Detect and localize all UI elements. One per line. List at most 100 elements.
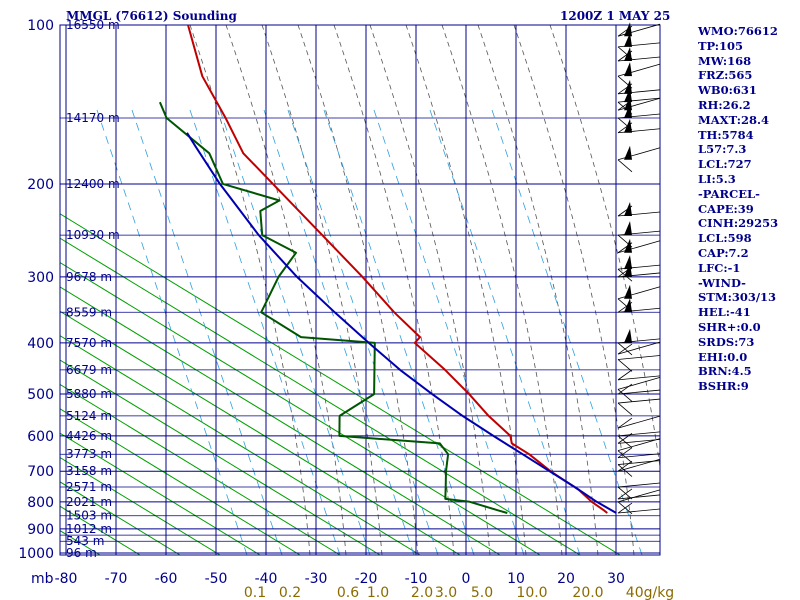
- stat-item: LI:5.3: [698, 171, 736, 186]
- moist-adiabat-line: [225, 25, 347, 555]
- dry-adiabat-line: [60, 213, 621, 555]
- stat-item: CAPE:39: [698, 201, 754, 216]
- stat-item: SHR+:0.0: [698, 319, 761, 334]
- wind-barb: [617, 284, 661, 312]
- stat-item: CAP:7.2: [698, 245, 749, 260]
- profile-lines: [158, 24, 617, 514]
- mixing-ratio-labels: 0.1 0.2 0.6 1.0 2.0 3.0 5.0 10.0 20.0 40g/kg: [244, 585, 674, 600]
- temperature-tick-label: -30: [305, 571, 328, 587]
- temperature-tick-label: -50: [205, 571, 228, 587]
- temperature-tick-label: 0: [462, 571, 471, 587]
- height-labels: 16550 m 14170 m 12400 m 10930 m 9678 m 8559 m…: [66, 18, 120, 560]
- stat-item: RH:26.2: [698, 97, 751, 112]
- wind-barb: [617, 458, 661, 472]
- height-label: 6679 m: [66, 363, 112, 377]
- moist-adiabat-line: [297, 25, 419, 555]
- wind-barb: [617, 328, 661, 356]
- stat-item: BSHR:9: [698, 379, 749, 394]
- stat-item: -WIND-: [698, 275, 746, 290]
- height-label: 7570 m: [66, 336, 112, 350]
- stat-item: MAXT:28.4: [698, 112, 769, 127]
- wind-barb: [617, 438, 661, 463]
- height-label: 12400 m: [66, 177, 120, 191]
- moist-adiabat-line: [513, 25, 635, 555]
- pressure-tick-label: 600: [27, 429, 54, 445]
- mixing-ratio-label: 3.0: [435, 585, 457, 600]
- stat-item: SRDS:73: [698, 334, 755, 349]
- wind-barb: [617, 22, 661, 37]
- wind-barb: [617, 298, 661, 313]
- pressure-tick-label: 900: [27, 522, 54, 538]
- wind-barb: [617, 369, 661, 381]
- temperature-tick-label: -70: [105, 571, 128, 587]
- stat-item: TH:5784: [698, 127, 754, 142]
- wind-barb: [617, 460, 661, 477]
- mixing-ratio-line: [373, 109, 525, 555]
- temperature-tick-label: -60: [155, 571, 178, 587]
- height-label: 9678 m: [66, 270, 112, 284]
- stats-panel: WMO:76612 TP:105 MW:168 FRZ:565 WB0:631 RH:26…: [698, 24, 778, 394]
- height-label: 16550 m: [66, 18, 120, 32]
- height-label: 1012 m: [66, 522, 112, 536]
- pressure-tick-label: 700: [27, 464, 54, 480]
- dry-adiabat-line: [60, 237, 581, 555]
- stat-item: STM:303/13: [698, 290, 777, 305]
- wind-barb: [617, 201, 661, 217]
- date-time: 1200Z 1 MAY 25: [560, 9, 670, 23]
- x-axis-unit: mb: [31, 571, 54, 587]
- chart-grid: [59, 24, 661, 556]
- pressure-tick-label: 1000: [18, 546, 54, 562]
- stat-item: TP:105: [698, 38, 744, 53]
- height-label: 3773 m: [66, 447, 112, 461]
- wind-barb: [617, 415, 661, 429]
- height-label: 10930 m: [66, 228, 120, 242]
- stat-item: CINH:29253: [698, 216, 779, 231]
- mixing-ratio-label: 0.2: [279, 585, 301, 600]
- wind-barb: [617, 398, 661, 416]
- height-label: 8559 m: [66, 305, 112, 319]
- pressure-tick-labels: 100 200 300 400 500 600 700 800 900 1000: [18, 18, 54, 562]
- temperature-tick-label: -80: [55, 571, 78, 587]
- stat-item: LCL:598: [698, 231, 752, 246]
- moist-adiabat-line: [405, 25, 527, 555]
- wind-barb: [617, 47, 661, 62]
- mixing-ratio-label: 1.0: [367, 585, 389, 600]
- moist-adiabat-line: [261, 25, 383, 555]
- stat-item: LFC:-1: [698, 260, 741, 275]
- pressure-tick-label: 800: [27, 495, 54, 511]
- stat-item: -PARCEL-: [698, 186, 760, 201]
- mixing-ratio-label: 0.1: [244, 585, 266, 600]
- temperature-tick-label: 20: [557, 571, 575, 587]
- mixing-ratio-line: [429, 109, 581, 555]
- dry-adiabat-line: [60, 262, 541, 555]
- moist-adiabat-line: [333, 25, 455, 555]
- mixing-ratio-label: 0.6: [337, 585, 359, 600]
- height-label: 5124 m: [66, 409, 112, 423]
- dry-adiabat-line: [60, 383, 341, 555]
- temperature-tick-label: -10: [405, 571, 428, 587]
- stat-item: LCL:727: [698, 157, 752, 172]
- moist-adiabat-line: [477, 25, 599, 555]
- stat-item: BRN:4.5: [698, 364, 752, 379]
- wind-barb: [617, 502, 661, 514]
- height-label: 96 m: [66, 546, 97, 560]
- wind-barb: [617, 355, 661, 372]
- pressure-tick-label: 100: [27, 18, 54, 34]
- dry-adiabat-line: [60, 310, 461, 555]
- mixing-ratio-label: 2.0: [411, 585, 433, 600]
- wind-barb: [617, 221, 661, 248]
- dewpoint-line: [158, 101, 508, 514]
- stat-item: WB0:631: [698, 83, 757, 98]
- wind-barb: [617, 145, 661, 173]
- height-label: 2571 m: [66, 480, 112, 494]
- wind-barb: [617, 118, 661, 134]
- mixing-ratio-label: 10.0: [516, 585, 547, 600]
- wind-barb: [617, 262, 661, 278]
- temperature-tick-label: 10: [507, 571, 525, 587]
- wind-barb: [617, 238, 661, 254]
- temperature-tick-label: -40: [255, 571, 278, 587]
- wind-barb: [617, 377, 661, 402]
- dry-adiabat-line: [60, 408, 301, 555]
- stat-item: EHI:0.0: [698, 349, 748, 364]
- height-label: 3158 m: [66, 464, 112, 478]
